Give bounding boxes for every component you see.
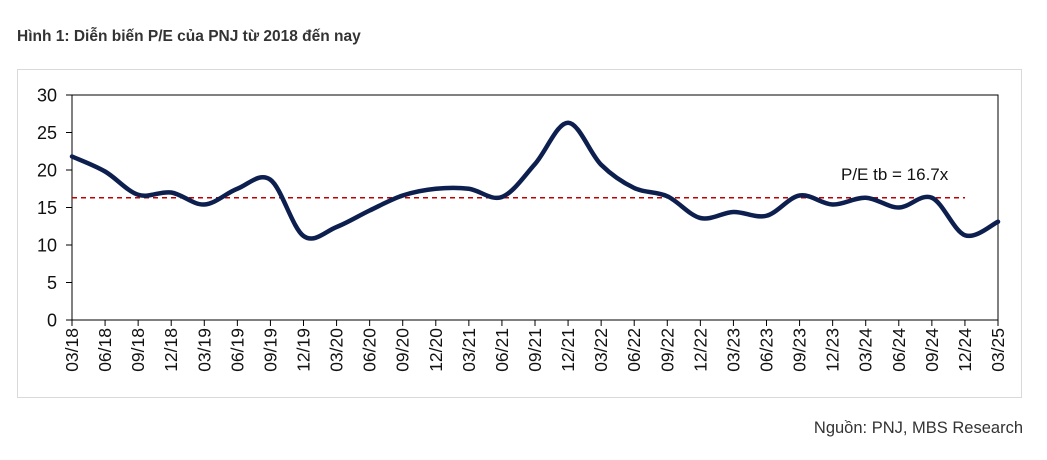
x-tick-label: 06/22 [624, 328, 644, 372]
y-tick-label: 0 [47, 311, 57, 331]
x-tick-label: 03/24 [856, 328, 876, 372]
chart-caption: Hình 1: Diễn biến P/E của PNJ từ 2018 đế… [17, 28, 361, 45]
y-tick-label: 20 [37, 161, 57, 181]
x-tick-label: 03/22 [591, 328, 611, 372]
pe-series-line [69, 120, 1001, 241]
x-tick-label: 03/25 [988, 328, 1008, 372]
x-tick-label: 03/19 [194, 328, 214, 372]
x-tick-label: 06/18 [95, 328, 115, 372]
x-tick-label: 06/19 [227, 328, 247, 372]
x-tick-label: 03/21 [459, 328, 479, 372]
x-tick-label: 12/18 [161, 328, 181, 372]
x-tick-label: 06/21 [492, 328, 512, 372]
y-tick-label: 10 [37, 236, 57, 256]
average-pe-label: P/E tb = 16.7x [841, 165, 949, 184]
x-tick-label: 06/24 [889, 328, 909, 372]
x-tick-label: 06/20 [360, 328, 380, 372]
y-tick-label: 25 [37, 123, 57, 143]
x-tick-label: 03/18 [62, 328, 82, 372]
chart-frame [17, 69, 1022, 398]
y-tick-label: 15 [37, 198, 57, 218]
x-tick-label: 09/22 [657, 328, 677, 372]
x-tick-label: 03/23 [723, 328, 743, 372]
x-tick-label: 06/23 [757, 328, 777, 372]
y-tick-label: 5 [47, 273, 57, 293]
x-tick-label: 09/19 [260, 328, 280, 372]
x-tick-label: 12/23 [823, 328, 843, 372]
x-tick-label: 12/22 [690, 328, 710, 372]
plot-area-border [71, 94, 999, 321]
x-tick-label: 03/20 [327, 328, 347, 372]
x-tick-label: 12/20 [426, 328, 446, 372]
x-tick-label: 12/21 [558, 328, 578, 372]
y-tick-label: 30 [37, 86, 57, 106]
x-tick-label: 12/19 [294, 328, 314, 372]
x-tick-label: 09/20 [393, 328, 413, 372]
x-tick-label: 09/21 [525, 328, 545, 372]
source-note: Nguồn: PNJ, MBS Research [813, 419, 1023, 437]
x-tick-label: 09/23 [790, 328, 810, 372]
x-tick-label: 12/24 [955, 328, 975, 372]
x-tick-label: 09/18 [128, 328, 148, 372]
x-tick-label: 09/24 [922, 328, 942, 372]
